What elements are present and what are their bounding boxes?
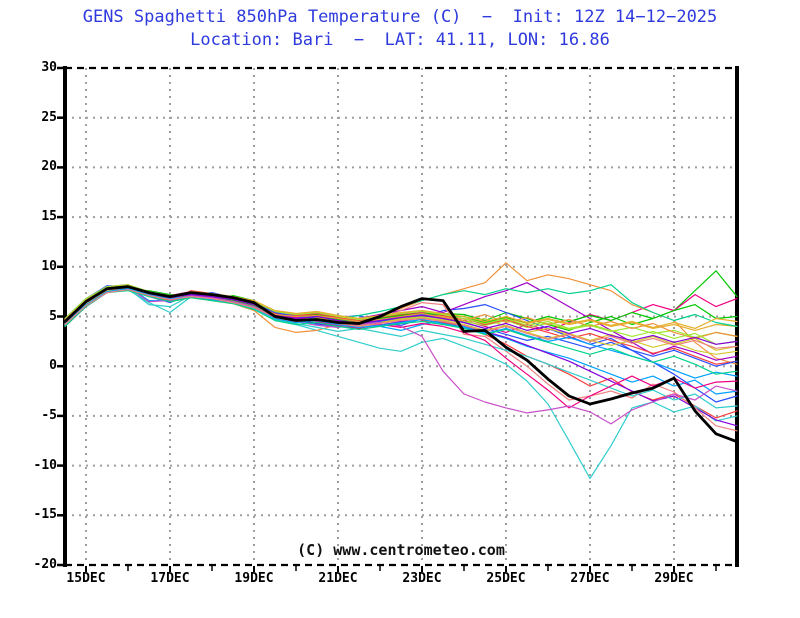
series-line-p24 bbox=[64, 288, 738, 379]
y-tick-label: 30 bbox=[41, 60, 57, 75]
x-tick-label: 17DEC bbox=[150, 571, 190, 586]
gridlines bbox=[65, 68, 737, 565]
series-line-p14 bbox=[64, 287, 738, 432]
y-tick-label: -20 bbox=[33, 557, 57, 572]
series-line-p28 bbox=[64, 289, 738, 349]
series-line-p18 bbox=[64, 289, 738, 409]
x-tick-label: 23DEC bbox=[402, 571, 442, 586]
watermark-text: (C) www.centrometeo.com bbox=[297, 541, 505, 559]
y-tick-label: 15 bbox=[41, 209, 57, 225]
y-tick-label: 20 bbox=[41, 159, 57, 175]
x-tick-label: 15DEC bbox=[66, 571, 106, 586]
x-tick-label: 27DEC bbox=[570, 571, 610, 586]
x-tick-label: 25DEC bbox=[486, 571, 526, 586]
y-tick-label: -5 bbox=[41, 407, 57, 423]
y-tick-label: 10 bbox=[41, 258, 57, 274]
y-tick-label: -10 bbox=[33, 457, 57, 473]
y-tick-label: 0 bbox=[49, 358, 57, 374]
x-tick-label: 29DEC bbox=[654, 571, 694, 586]
y-tick-label: 5 bbox=[49, 308, 57, 324]
axis-ticks bbox=[57, 66, 717, 572]
page-subtitle: Location: Bari − LAT: 41.11, LON: 16.86 bbox=[190, 30, 610, 50]
series-line-p26 bbox=[64, 290, 738, 375]
x-tick-label: 21DEC bbox=[318, 571, 358, 586]
y-tick-label: 25 bbox=[41, 109, 57, 125]
series-line-control bbox=[63, 285, 739, 444]
ensemble-lines bbox=[63, 262, 739, 480]
y-tick-label: -15 bbox=[33, 507, 57, 523]
series-line-p04 bbox=[64, 288, 738, 480]
x-tick-label: 19DEC bbox=[234, 571, 274, 586]
page-title: GENS Spaghetti 850hPa Temperature (C) − … bbox=[82, 7, 718, 27]
series-line-p03 bbox=[64, 285, 738, 403]
